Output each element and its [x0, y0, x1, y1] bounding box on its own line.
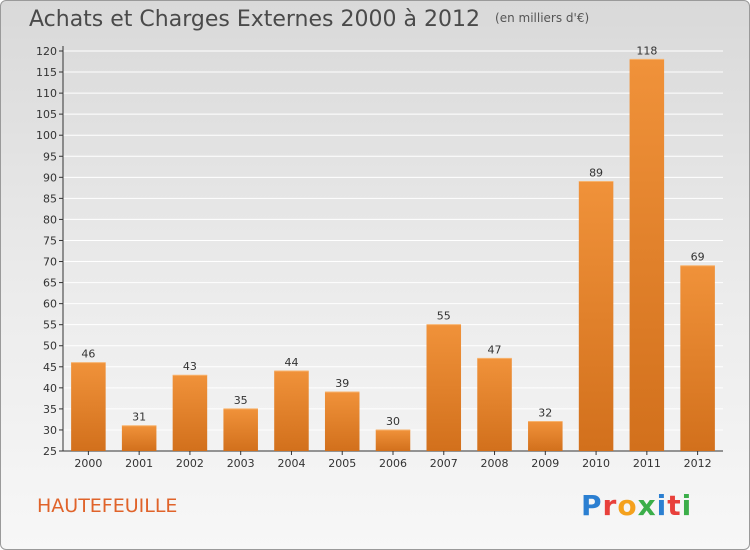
logo-letter: i — [681, 489, 693, 522]
bar — [172, 375, 208, 451]
chart-title-main: Achats et Charges Externes 2000 à 2012 — [29, 7, 480, 32]
logo-letter: r — [602, 489, 618, 522]
bar — [477, 358, 512, 451]
data-label: 118 — [636, 44, 657, 57]
data-label: 35 — [234, 394, 248, 407]
x-tick-label: 2001 — [125, 457, 153, 470]
data-label: 47 — [488, 343, 502, 356]
logo-letter: o — [617, 489, 638, 522]
bar — [426, 324, 462, 451]
y-tick-label: 50 — [43, 340, 57, 353]
logo-letter: x — [637, 489, 657, 522]
x-tick-label: 2011 — [633, 457, 661, 470]
bar — [324, 392, 360, 451]
y-tick-label: 110 — [36, 87, 57, 100]
data-label: 32 — [538, 407, 552, 420]
logo-letter: P — [581, 489, 603, 522]
logo-letter: t — [667, 489, 682, 522]
x-tick-label: 2012 — [684, 457, 712, 470]
commune-name: HAUTEFEUILLE — [37, 495, 178, 517]
data-label: 43 — [183, 360, 197, 373]
x-tick-label: 2008 — [481, 457, 509, 470]
y-tick-label: 40 — [43, 382, 57, 395]
bar — [375, 429, 411, 451]
bar — [578, 181, 614, 452]
data-label: 55 — [437, 310, 451, 323]
y-tick-label: 30 — [43, 424, 57, 437]
y-tick-label: 75 — [43, 234, 57, 247]
y-tick-label: 105 — [36, 108, 57, 121]
y-tick-label: 65 — [43, 277, 57, 290]
x-tick-label: 2004 — [277, 457, 305, 470]
bar — [71, 362, 106, 451]
bar — [680, 265, 715, 451]
chart-title-unit: (en milliers d'€) — [495, 11, 590, 25]
data-label: 69 — [691, 251, 705, 264]
x-tick-label: 2009 — [531, 457, 559, 470]
y-tick-label: 25 — [43, 445, 57, 458]
logo-letter: i — [656, 489, 668, 522]
y-tick-label: 70 — [43, 256, 57, 269]
bar — [274, 371, 309, 451]
data-label: 89 — [589, 167, 603, 180]
y-tick-label: 80 — [43, 213, 57, 226]
data-label: 46 — [81, 348, 95, 361]
y-tick-label: 55 — [43, 319, 57, 332]
data-label: 44 — [284, 356, 298, 369]
y-tick-label: 35 — [43, 403, 57, 416]
y-tick-label: 100 — [36, 129, 57, 142]
y-tick-label: 90 — [43, 171, 57, 184]
y-tick-label: 45 — [43, 361, 57, 374]
x-tick-label: 2010 — [582, 457, 610, 470]
bar — [121, 425, 157, 451]
x-tick-label: 2006 — [379, 457, 407, 470]
data-label: 30 — [386, 415, 400, 428]
y-tick-label: 85 — [43, 192, 57, 205]
x-tick-label: 2000 — [74, 457, 102, 470]
bar — [528, 421, 563, 451]
x-tick-label: 2007 — [430, 457, 458, 470]
x-tick-label: 2003 — [227, 457, 255, 470]
bar — [629, 59, 665, 451]
data-label: 31 — [132, 411, 146, 424]
chart-title: Achats et Charges Externes 2000 à 2012 (… — [29, 7, 589, 32]
y-tick-label: 95 — [43, 150, 57, 163]
x-tick-label: 2002 — [176, 457, 204, 470]
x-tick-label: 2005 — [328, 457, 356, 470]
y-tick-label: 115 — [36, 66, 57, 79]
data-label: 39 — [335, 377, 349, 390]
y-tick-label: 120 — [36, 45, 57, 58]
bar — [223, 408, 258, 451]
y-tick-label: 60 — [43, 298, 57, 311]
proxiti-logo: Proxiti — [581, 489, 692, 522]
